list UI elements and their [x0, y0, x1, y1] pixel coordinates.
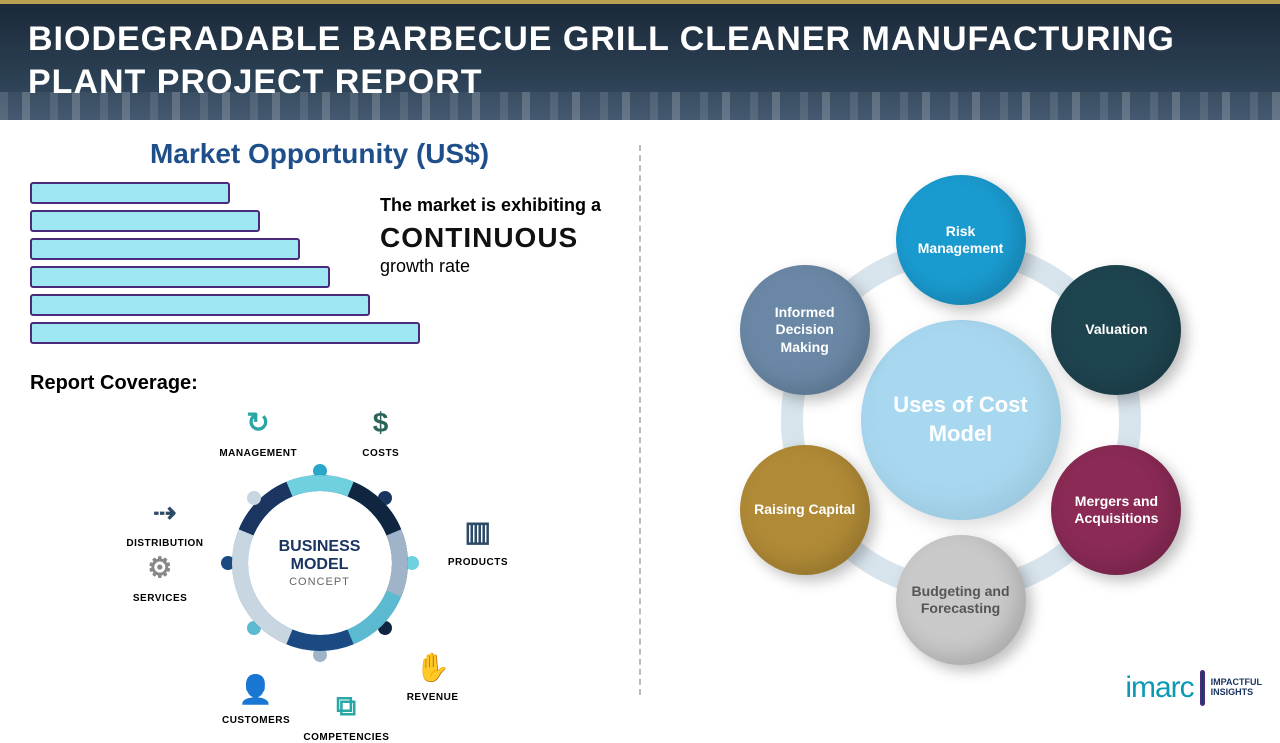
- cost-model-node: Informed Decision Making: [740, 265, 870, 395]
- cost-model-diagram: Uses of Cost Model Risk ManagementValuat…: [641, 120, 1280, 720]
- cost-model-node: Mergers and Acquisitions: [1051, 445, 1181, 575]
- business-model-item: ⇢DISTRIBUTION: [105, 492, 225, 549]
- logo-bar: [1200, 670, 1205, 706]
- business-model-diagram: BUSINESS MODEL CONCEPT ↻MANAGEMENT$COSTS…: [30, 403, 609, 723]
- cost-model-node: Raising Capital: [740, 445, 870, 575]
- market-opportunity-bar: [30, 238, 300, 260]
- page-title: BIODEGRADABLE BARBECUE GRILL CLEANER MAN…: [28, 18, 1252, 103]
- growth-line3: growth rate: [380, 256, 610, 277]
- cost-model-node: Risk Management: [896, 175, 1026, 305]
- growth-line1: The market is exhibiting a: [380, 195, 610, 216]
- brand-logo: imarc IMPACTFULINSIGHTS: [1125, 670, 1262, 706]
- growth-text: The market is exhibiting a CONTINUOUS gr…: [380, 195, 610, 277]
- distribution-icon: ⇢: [144, 492, 186, 534]
- business-model-item: 👤CUSTOMERS: [196, 669, 316, 726]
- revenue-icon: ✋: [412, 646, 454, 688]
- services-icon: ⚙: [139, 547, 181, 589]
- market-opportunity-bar: [30, 210, 260, 232]
- business-model-item: ▥PRODUCTS: [418, 511, 538, 568]
- market-opportunity-title: Market Opportunity (US$): [30, 138, 609, 170]
- costs-icon: $: [360, 402, 402, 444]
- cost-model-center: Uses of Cost Model: [861, 320, 1061, 520]
- management-icon: ↻: [237, 402, 279, 444]
- growth-line2: CONTINUOUS: [380, 222, 610, 254]
- business-model-ring-segment: [205, 448, 435, 678]
- market-opportunity-bar: [30, 182, 230, 204]
- products-icon: ▥: [457, 511, 499, 553]
- business-model-item: $COSTS: [321, 402, 441, 459]
- content: Market Opportunity (US$) The market is e…: [0, 120, 1280, 720]
- customers-icon: 👤: [235, 669, 277, 711]
- cost-model-node: Valuation: [1051, 265, 1181, 395]
- cost-model-node: Budgeting and Forecasting: [896, 535, 1026, 665]
- business-model-item: ↻MANAGEMENT: [198, 402, 318, 459]
- market-opportunity-bar: [30, 266, 330, 288]
- market-opportunity-bar: [30, 322, 420, 344]
- header-skyline: [0, 92, 1280, 120]
- left-panel: Market Opportunity (US$) The market is e…: [0, 120, 639, 720]
- report-coverage-title: Report Coverage:: [30, 372, 609, 395]
- business-model-item: ⚙SERVICES: [100, 547, 220, 604]
- header: BIODEGRADABLE BARBECUE GRILL CLEANER MAN…: [0, 0, 1280, 120]
- logo-tagline: IMPACTFULINSIGHTS: [1211, 678, 1262, 698]
- right-panel: Uses of Cost Model Risk ManagementValuat…: [641, 120, 1280, 720]
- logo-brand: imarc: [1125, 671, 1193, 705]
- competencies-icon: ⧉: [325, 686, 367, 728]
- market-opportunity-bar: [30, 294, 370, 316]
